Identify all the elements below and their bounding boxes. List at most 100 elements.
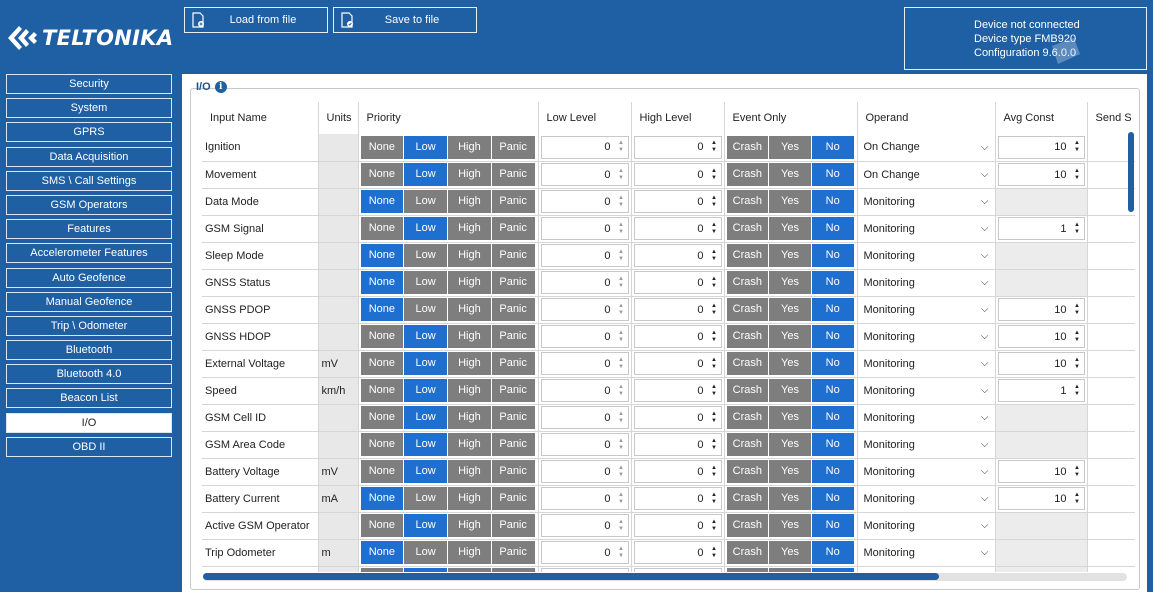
priority-option-low[interactable]: Low xyxy=(404,325,447,348)
spinner-arrows-icon[interactable]: ▲ ▼ xyxy=(711,491,717,505)
priority-option-low[interactable]: Low xyxy=(404,190,447,213)
event-option-crash[interactable]: Crash xyxy=(726,135,769,159)
priority-option-low[interactable]: Low xyxy=(404,298,447,321)
sidebar-item-bluetooth[interactable]: Bluetooth xyxy=(6,340,172,361)
priority-option-panic[interactable]: Panic xyxy=(491,541,535,564)
low-level-spinner[interactable]: 0 ▲ ▼ xyxy=(540,217,629,240)
priority-option-high[interactable]: High xyxy=(448,244,491,267)
event-option-no[interactable]: No xyxy=(811,460,854,483)
event-option-crash[interactable]: Crash xyxy=(726,406,769,429)
spinner-arrows-icon[interactable]: ▲ ▼ xyxy=(1074,464,1080,478)
sidebar-item-bluetooth-4[interactable]: Bluetooth 4.0 xyxy=(6,364,172,385)
high-level-spinner[interactable]: 0 ▲ ▼ xyxy=(633,460,722,483)
event-option-crash[interactable]: Crash xyxy=(726,541,769,564)
sidebar-item-gsm-operators[interactable]: GSM Operators xyxy=(6,194,172,215)
operand-select[interactable]: Monitoring ⌵ xyxy=(860,352,993,375)
priority-option-panic[interactable]: Panic xyxy=(491,271,535,294)
priority-option-high[interactable]: High xyxy=(448,460,491,483)
low-level-spinner[interactable]: 0 ▲ ▼ xyxy=(540,541,629,564)
high-level-spinner[interactable]: 0 ▲ ▼ xyxy=(633,379,722,402)
spinner-arrows-icon[interactable]: ▲ ▼ xyxy=(1074,302,1080,316)
priority-option-high[interactable]: High xyxy=(448,433,491,456)
event-option-no[interactable]: No xyxy=(811,433,854,456)
priority-option-low[interactable]: Low xyxy=(404,514,447,537)
event-option-yes[interactable]: Yes xyxy=(769,163,811,186)
spinner-arrows-icon[interactable]: ▲ ▼ xyxy=(711,221,717,235)
priority-option-none[interactable]: None xyxy=(360,433,404,456)
high-level-spinner[interactable]: 0 ▲ ▼ xyxy=(633,163,722,186)
priority-option-low[interactable]: Low xyxy=(404,163,447,186)
priority-option-none[interactable]: None xyxy=(360,244,404,267)
event-option-yes[interactable]: Yes xyxy=(769,406,811,429)
event-option-no[interactable]: No xyxy=(811,271,854,294)
high-level-spinner[interactable]: 0 ▲ ▼ xyxy=(633,541,722,564)
info-icon[interactable]: i xyxy=(214,81,227,93)
event-option-crash[interactable]: Crash xyxy=(726,487,769,510)
spinner-arrows-icon[interactable]: ▲ ▼ xyxy=(618,518,624,532)
event-option-no[interactable]: No xyxy=(811,487,854,510)
sidebar-item-data-acquisition[interactable]: Data Acquisition xyxy=(6,146,172,167)
low-level-spinner[interactable]: 0 ▲ ▼ xyxy=(540,406,629,429)
event-option-crash[interactable]: Crash xyxy=(726,568,769,572)
event-option-yes[interactable]: Yes xyxy=(769,352,811,375)
event-option-no[interactable]: No xyxy=(811,514,854,537)
spinner-arrows-icon[interactable]: ▲ ▼ xyxy=(711,518,717,532)
low-level-spinner[interactable]: 0 ▲ ▼ xyxy=(540,352,629,375)
priority-option-high[interactable]: High xyxy=(448,514,491,537)
priority-option-high[interactable]: High xyxy=(448,163,491,186)
spinner-arrows-icon[interactable]: ▲ ▼ xyxy=(618,194,624,208)
operand-select[interactable]: Monitoring ⌵ xyxy=(860,514,993,537)
priority-option-none[interactable]: None xyxy=(360,163,404,186)
high-level-spinner[interactable]: 0 ▲ ▼ xyxy=(633,325,722,348)
low-level-spinner[interactable]: 0 ▲ ▼ xyxy=(540,298,629,321)
priority-option-panic[interactable]: Panic xyxy=(491,135,535,159)
event-option-no[interactable]: No xyxy=(811,135,854,159)
sidebar-item-features[interactable]: Features xyxy=(6,219,172,240)
event-option-no[interactable]: No xyxy=(811,190,854,213)
operand-select[interactable]: Monitoring ⌵ xyxy=(860,298,993,321)
priority-option-high[interactable]: High xyxy=(448,379,491,402)
priority-option-high[interactable]: High xyxy=(448,217,491,240)
priority-option-high[interactable]: High xyxy=(448,541,491,564)
sidebar-item-gprs[interactable]: GPRS xyxy=(6,122,172,143)
priority-option-none[interactable]: None xyxy=(360,460,404,483)
priority-option-high[interactable]: High xyxy=(448,568,491,572)
event-option-crash[interactable]: Crash xyxy=(726,298,769,321)
high-level-spinner[interactable]: 0 ▲ ▼ xyxy=(633,271,722,294)
avg-const-spinner[interactable]: 1 ▲ ▼ xyxy=(997,217,1085,240)
operand-select[interactable]: ⌵ xyxy=(860,568,993,572)
sidebar-item-sms-call-settings[interactable]: SMS \ Call Settings xyxy=(6,170,172,191)
priority-option-low[interactable]: Low xyxy=(404,244,447,267)
priority-option-none[interactable]: None xyxy=(360,352,404,375)
load-from-file-button[interactable]: Load from file xyxy=(184,7,328,33)
horizontal-scrollbar-thumb[interactable] xyxy=(203,573,939,580)
operand-select[interactable]: Monitoring ⌵ xyxy=(860,406,993,429)
event-option-crash[interactable]: Crash xyxy=(726,217,769,240)
priority-option-none[interactable]: None xyxy=(360,190,404,213)
low-level-spinner[interactable]: 0 ▲ ▼ xyxy=(540,325,629,348)
operand-select[interactable]: On Change ⌵ xyxy=(860,136,993,159)
operand-select[interactable]: Monitoring ⌵ xyxy=(860,325,993,348)
priority-option-panic[interactable]: Panic xyxy=(491,487,535,510)
priority-option-high[interactable]: High xyxy=(448,298,491,321)
sidebar-item-trip-odometer[interactable]: Trip \ Odometer xyxy=(6,315,172,336)
event-option-yes[interactable]: Yes xyxy=(769,541,811,564)
spinner-arrows-icon[interactable]: ▲ ▼ xyxy=(711,410,717,424)
priority-option-panic[interactable]: Panic xyxy=(491,406,535,429)
save-to-file-button[interactable]: Save to file xyxy=(333,7,477,33)
operand-select[interactable]: Monitoring ⌵ xyxy=(860,217,993,240)
horizontal-scrollbar[interactable] xyxy=(203,573,1127,581)
priority-option-low[interactable]: Low xyxy=(404,352,447,375)
operand-select[interactable]: Monitoring ⌵ xyxy=(860,487,993,510)
event-option-crash[interactable]: Crash xyxy=(726,433,769,456)
event-option-no[interactable]: No xyxy=(811,217,854,240)
priority-option-panic[interactable]: Panic xyxy=(491,460,535,483)
priority-option-low[interactable]: Low xyxy=(404,217,447,240)
spinner-arrows-icon[interactable]: ▲ ▼ xyxy=(618,464,624,478)
operand-select[interactable]: Monitoring ⌵ xyxy=(860,190,993,213)
spinner-arrows-icon[interactable]: ▲ ▼ xyxy=(618,167,624,181)
sidebar-item-auto-geofence[interactable]: Auto Geofence xyxy=(6,267,172,288)
event-option-crash[interactable]: Crash xyxy=(726,325,769,348)
priority-option-none[interactable]: None xyxy=(360,487,404,510)
spinner-arrows-icon[interactable]: ▲ ▼ xyxy=(711,356,717,370)
